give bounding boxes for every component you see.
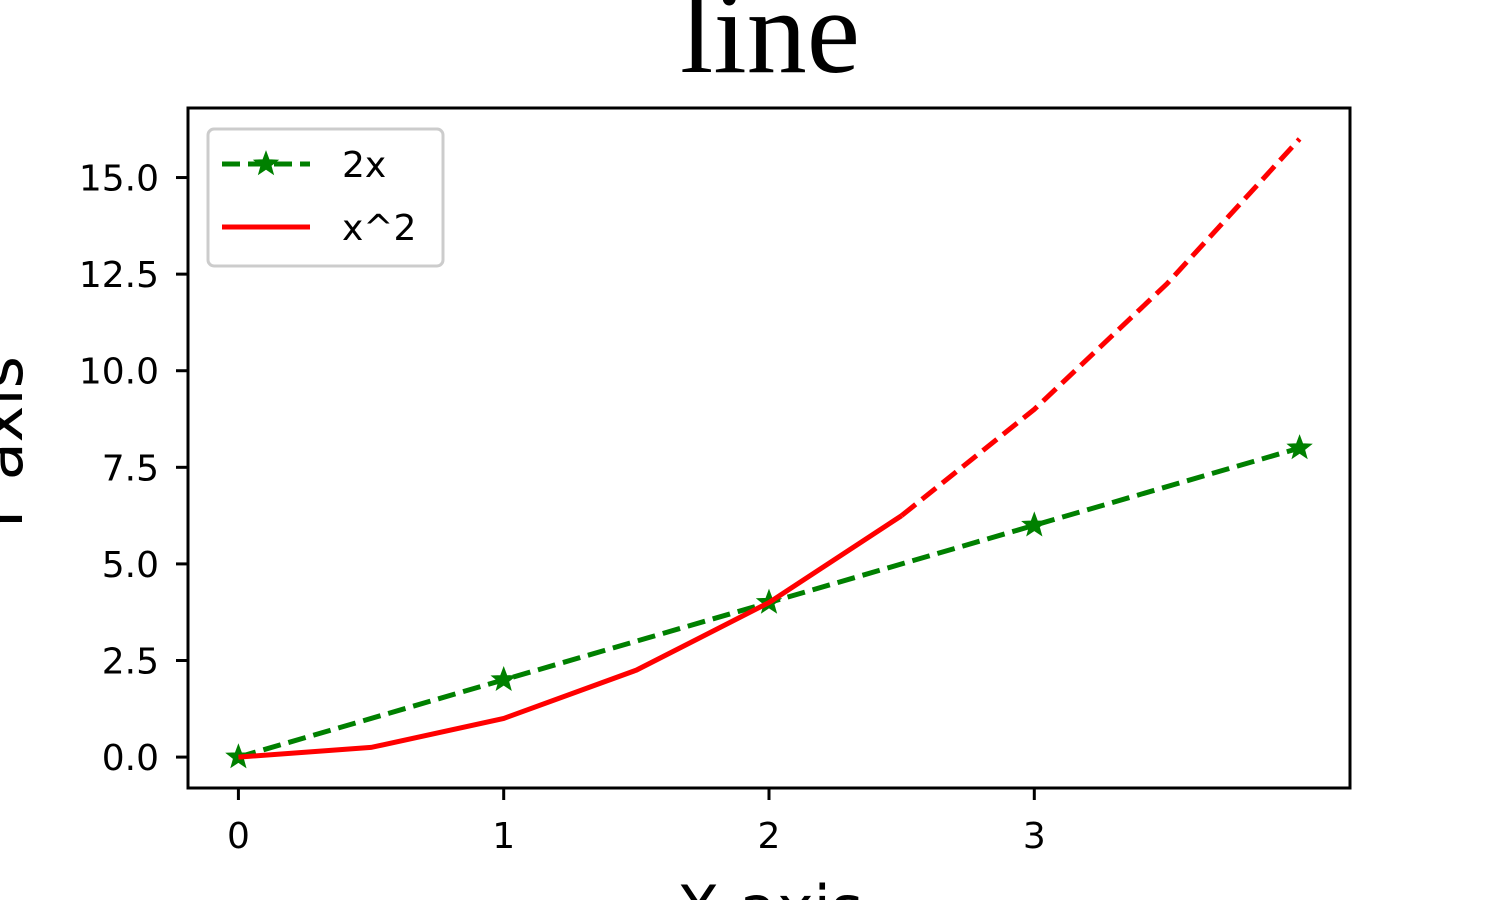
x-tick-label: 1 [492, 816, 515, 857]
data-point-2x [490, 665, 517, 692]
y-tick-label: 0.0 [102, 738, 159, 779]
x-tick-label: 0 [227, 816, 250, 857]
data-point-2x [1021, 511, 1048, 537]
legend-label-x-squared: x^2 [342, 208, 416, 249]
legend-star-marker [252, 150, 280, 176]
legend-label-2x: 2x [342, 145, 386, 186]
y-tick-label: 12.5 [79, 255, 159, 296]
series-line-x-squared-solid [238, 513, 904, 760]
x-axis-label: X axis [677, 872, 863, 900]
y-tick-label: 10.0 [79, 352, 159, 393]
plot-area [225, 137, 1313, 769]
y-axis-label: Y axis [0, 356, 37, 539]
y-tick-label: 2.5 [102, 642, 159, 683]
y-tick-label: 5.0 [102, 545, 159, 586]
legend: 2x x^2 [206, 127, 445, 268]
y-tick-label: 15.0 [79, 159, 159, 200]
x-tick-label: 2 [758, 816, 781, 857]
data-point-2x [1286, 434, 1313, 460]
x-tick-label: 3 [1023, 816, 1046, 857]
y-tick-label: 7.5 [102, 448, 159, 489]
axes: 0 1 2 3 0.0 2.5 5.0 7.5 10.0 12.5 15.0 [79, 106, 1352, 857]
chart-title: line [680, 0, 860, 98]
series-line-x-squared-dashed [900, 137, 1302, 518]
